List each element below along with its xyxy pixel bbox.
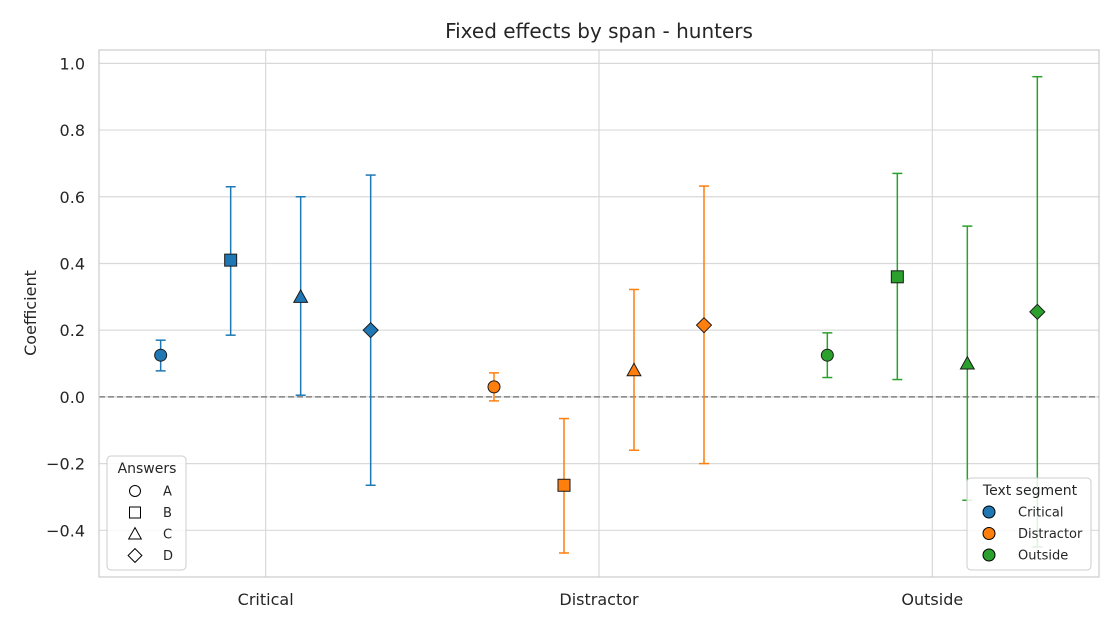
point-group-critical-c [292,196,309,396]
y-tick-label: 1.0 [60,54,85,73]
y-tick-label: 0.2 [60,321,85,340]
x-axis-ticks: Critical Distractor Outside [238,590,964,609]
legend-segment-marker [982,548,996,562]
y-tick-label: 0.4 [60,254,85,273]
point-group-critical-a [154,339,168,372]
data-point-marker [557,478,571,492]
x-tick-label: Critical [238,590,294,609]
legend-answers-title: Answers [118,461,177,477]
data-point-marker [959,355,976,370]
point-group-critical-b [224,186,238,336]
point-group-distractor-d [695,185,713,465]
data-point-marker [154,348,168,362]
legend-segment-label: Distractor [1018,527,1083,542]
legend-answer-marker [127,526,143,540]
legend-segments-title: Text segment [982,483,1078,499]
x-tick-label: Distractor [559,590,639,609]
point-group-outside-d [1029,75,1046,548]
point-group-distractor-b [557,417,571,554]
point-group-critical-d [362,174,379,487]
plot-frame [98,49,1100,578]
legend-answer-label: C [163,528,172,543]
legend-answers-box [106,455,187,571]
data-point-marker [1029,303,1046,321]
legend-answer-label: A [163,485,172,500]
data-point-marker [224,253,238,267]
point-group-outside-b [890,172,904,381]
legend-answer-marker [129,485,141,497]
data-point-marker [292,288,309,303]
y-tick-label: −0.4 [46,521,85,540]
y-tick-label: 0.6 [60,188,85,207]
chart-title: Fixed effects by span - hunters [445,19,753,43]
data-point-marker [487,380,501,394]
y-axis-ticks: 1.0 0.8 0.6 0.4 0.2 0.0 −0.2 −0.4 [46,54,85,540]
data-point-marker [820,348,834,362]
legend-segments: Text segment Critical Distractor Outside [966,477,1092,571]
legend-answer-marker [127,547,143,564]
legend-segment-marker [982,527,996,540]
y-tick-label: 0.8 [60,121,85,140]
y-axis-title: Coefficient [21,270,40,356]
y-tick-label: 0.0 [60,388,85,407]
legend-answer-label: B [163,506,172,521]
data-point-marker [362,321,379,339]
grid [99,50,1099,577]
y-tick-label: −0.2 [46,455,85,474]
legend-answer-label: D [163,549,173,564]
point-group-outside-c [959,225,976,502]
x-tick-label: Outside [901,590,963,609]
legend-segments-box [966,477,1092,571]
point-group-distractor-c [626,288,642,452]
legend-segment-label: Outside [1018,549,1068,564]
data-point-marker [695,316,713,334]
legend-answer-marker [129,506,141,519]
data-point-marker [626,362,642,377]
legend-segment-label: Critical [1018,506,1063,521]
point-group-outside-a [820,332,834,379]
plot-area [154,75,1046,554]
point-group-distractor-a [487,372,501,402]
legend-segment-marker [982,505,996,519]
data-point-marker [890,270,904,284]
